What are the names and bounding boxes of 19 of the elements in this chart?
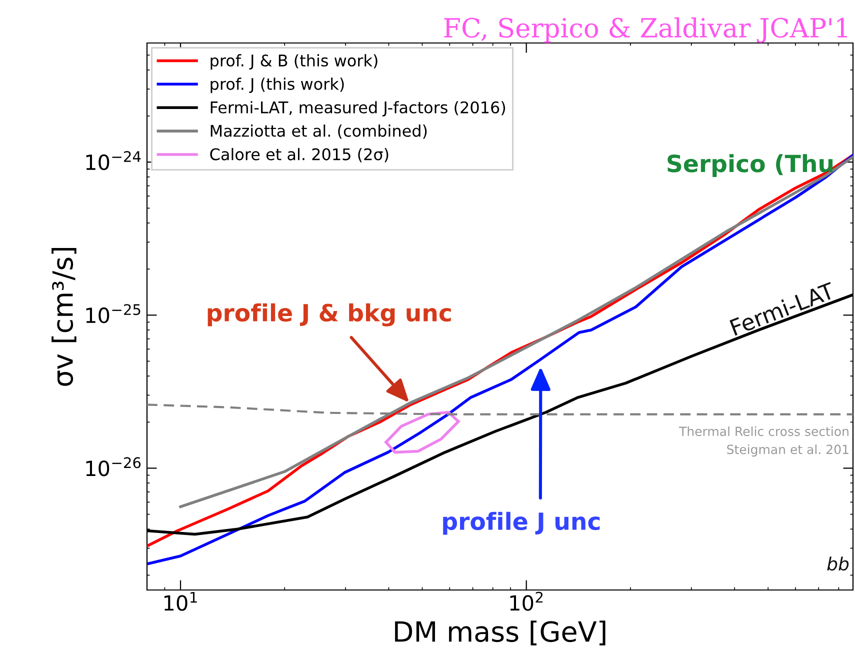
annotation: Steigman et al. 201 <box>727 444 848 457</box>
y-tick-label: 10$^{−24}$ <box>86 151 141 170</box>
legend-label: Fermi-LAT, measured J-factors (2016) <box>210 101 506 116</box>
x-tick-label: 10$^{2}$ <box>510 592 543 611</box>
legend-label: prof. J & B (this work) <box>210 54 378 70</box>
legend-label: Calore et al. 2015 (2σ) <box>210 148 388 162</box>
annotation: profile J unc <box>443 512 600 535</box>
annotation: profile J & bkg unc <box>208 303 451 326</box>
y-axis-title: σv [cm³/s] <box>52 248 76 386</box>
annotation: Serpico (Thu <box>668 154 833 177</box>
y-tick-label: 10$^{−26}$ <box>86 457 141 476</box>
annotation: Thermal Relic cross section <box>678 426 848 436</box>
x-axis-title: DM mass [GeV] <box>395 620 606 646</box>
y-tick-label: 10$^{−25}$ <box>86 304 140 324</box>
chart-title: FC, Serpico & Zaldivar JCAP'1 <box>444 17 847 43</box>
annotation: bb <box>827 556 849 571</box>
legend-label: prof. J (this work) <box>210 78 344 94</box>
x-tick-label: 10$^{1}$ <box>164 592 197 611</box>
legend-label: Mazziotta et al. (combined) <box>210 124 427 139</box>
